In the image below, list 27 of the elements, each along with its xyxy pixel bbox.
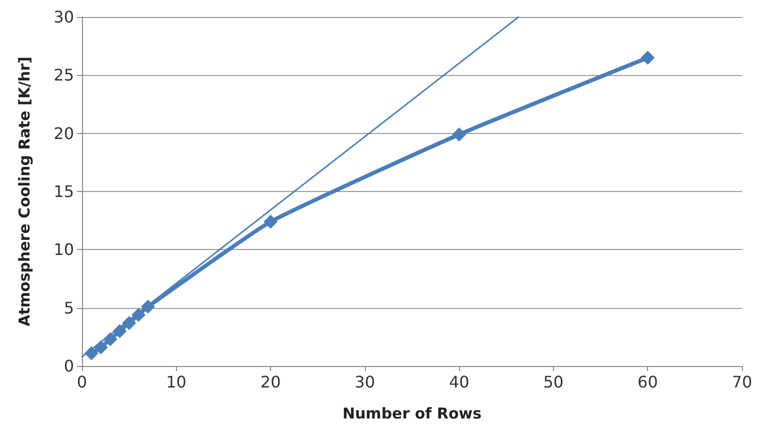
y-axis-title: Atmosphere Cooling Rate [K/hr] [16,56,34,326]
point [122,316,136,330]
x-tick-label: 60 [638,372,658,392]
y-tick-label: 30 [54,8,74,26]
point [84,346,98,360]
y-tick-label: 25 [54,66,74,85]
x-tick-label: 20 [260,372,281,392]
point [141,300,155,314]
point [103,332,118,346]
x-tick-label: 50 [543,372,564,392]
y-tick-label: 0 [64,356,74,376]
point [640,50,655,65]
x-tick-label: 30 [354,372,376,392]
y-tick-label: 20 [54,124,74,143]
x-tick-label: 70 [732,372,752,392]
point [112,324,127,338]
y-tick-label: 15 [54,182,74,201]
x-axis-title: Number of Rows [342,404,482,422]
point [264,214,278,229]
point [94,340,108,354]
x-tick-label: 40 [448,372,470,392]
point [452,127,466,142]
x-tick-label: 0 [76,372,88,392]
y-tick-label: 10 [54,240,74,260]
x-tick-label: 10 [166,372,186,392]
point [132,308,146,322]
y-tick-label: 5 [64,298,74,318]
